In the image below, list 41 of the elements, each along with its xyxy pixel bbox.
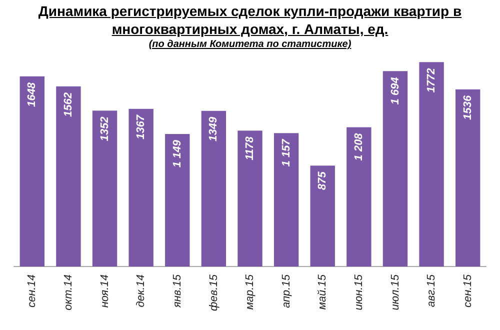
bar — [128, 108, 154, 267]
bar — [274, 133, 299, 267]
data-label: 1367 — [135, 114, 148, 140]
data-label: 1 694 — [389, 77, 402, 105]
chart-title: Динамика регистрируемых сделок купли-продажи квартир в многоквартирных домах, г. Алматы, ед. — [37, 2, 463, 38]
data-label: 1562 — [62, 92, 74, 117]
bar — [56, 86, 81, 267]
x-tick-label: авг.15 — [426, 274, 438, 308]
bar — [346, 127, 372, 267]
bar — [456, 89, 480, 267]
bar — [165, 134, 190, 267]
chart-subtitle: (по данным Комитета по статистике) — [148, 39, 352, 50]
x-tick-label: июн.15 — [352, 274, 365, 310]
bar — [201, 110, 226, 267]
data-label: 1772 — [426, 68, 438, 93]
data-label: 875 — [316, 170, 329, 190]
data-label: 1536 — [462, 94, 474, 120]
x-tick-label: май.15 — [316, 274, 329, 310]
x-tick-label: сен.14 — [26, 274, 38, 308]
x-tick-label: июл.15 — [389, 274, 402, 310]
bar — [92, 110, 118, 267]
data-label: 1 157 — [280, 138, 292, 167]
data-label: 1 208 — [352, 132, 365, 161]
x-tick-label: окт.14 — [62, 274, 75, 310]
data-label: 1352 — [98, 116, 111, 142]
data-label: 1 149 — [171, 139, 184, 168]
data-label: 1178 — [244, 136, 256, 160]
bar — [419, 62, 444, 267]
x-tick-label: дек.14 — [135, 274, 148, 308]
bar — [20, 76, 44, 267]
bar — [382, 71, 408, 267]
x-tick-label: апр.15 — [280, 274, 292, 308]
data-label: 1648 — [26, 82, 38, 107]
x-tick-label: янв.15 — [171, 274, 184, 309]
bar — [238, 130, 262, 267]
x-tick-label: мар.15 — [244, 274, 256, 310]
bar — [310, 166, 335, 267]
x-tick-label: фев.15 — [208, 274, 220, 312]
x-tick-label: сен.15 — [462, 274, 474, 308]
data-label: 1349 — [208, 116, 220, 142]
x-tick-label: ноя.14 — [98, 274, 111, 308]
